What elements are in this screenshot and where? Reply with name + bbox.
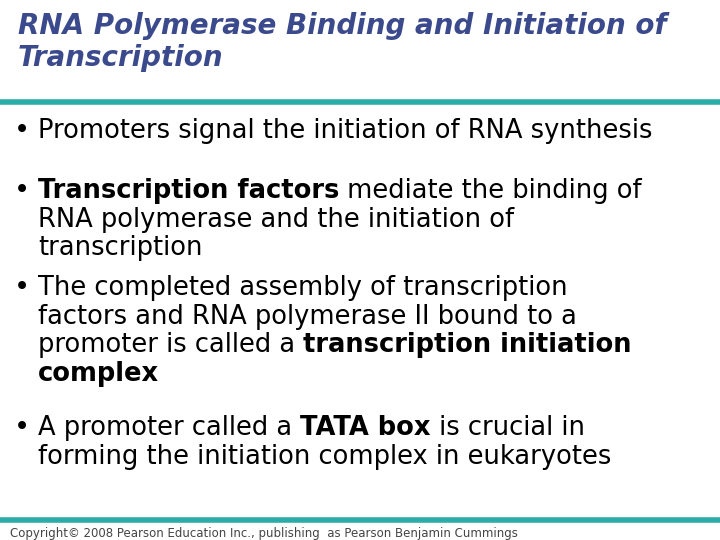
- Text: complex: complex: [38, 361, 159, 387]
- Text: TATA box: TATA box: [300, 415, 431, 441]
- Text: Transcription factors: Transcription factors: [38, 178, 339, 204]
- Text: •: •: [14, 118, 30, 144]
- Text: RNA polymerase and the initiation of: RNA polymerase and the initiation of: [38, 207, 514, 233]
- Text: transcription initiation: transcription initiation: [303, 332, 631, 359]
- Text: •: •: [14, 415, 30, 441]
- Text: transcription: transcription: [38, 235, 202, 261]
- Text: A promoter called a: A promoter called a: [38, 415, 300, 441]
- Text: Copyright© 2008 Pearson Education Inc., publishing  as Pearson Benjamin Cummings: Copyright© 2008 Pearson Education Inc., …: [10, 527, 518, 540]
- Text: •: •: [14, 178, 30, 204]
- Text: The completed assembly of transcription: The completed assembly of transcription: [38, 275, 567, 301]
- Text: RNA Polymerase Binding and Initiation of
Transcription: RNA Polymerase Binding and Initiation of…: [18, 12, 667, 72]
- Text: is crucial in: is crucial in: [431, 415, 585, 441]
- Text: promoter is called a: promoter is called a: [38, 332, 303, 359]
- Text: mediate the binding of: mediate the binding of: [339, 178, 642, 204]
- Text: factors and RNA polymerase II bound to a: factors and RNA polymerase II bound to a: [38, 303, 577, 330]
- Text: forming the initiation complex in eukaryotes: forming the initiation complex in eukary…: [38, 444, 611, 470]
- Text: Promoters signal the initiation of RNA synthesis: Promoters signal the initiation of RNA s…: [38, 118, 652, 144]
- Text: •: •: [14, 275, 30, 301]
